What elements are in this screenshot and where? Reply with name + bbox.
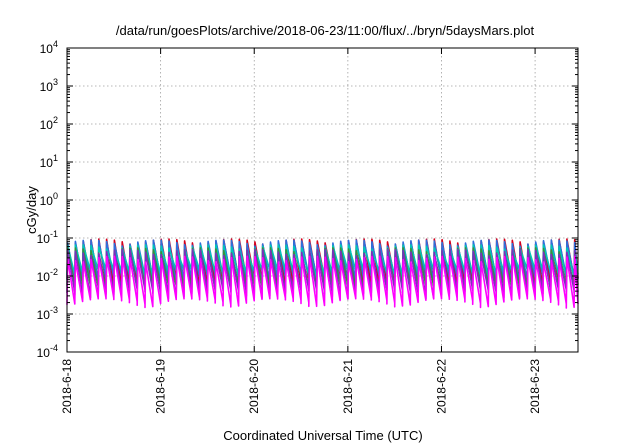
x-tick-label: 2018-6-18 — [60, 359, 74, 414]
y-tick-label: 10-2 — [37, 267, 58, 284]
y-tick-label: 10-3 — [37, 305, 58, 322]
x-tick-label: 2018-6-22 — [434, 359, 448, 414]
series-line-6 — [66, 255, 579, 309]
x-tick-label: 2018-6-23 — [528, 359, 542, 414]
chart-title: /data/run/goesPlots/archive/2018-06-23/1… — [116, 23, 535, 38]
y-tick-label: 104 — [40, 39, 58, 56]
y-axis-label: cGy/day — [24, 186, 39, 234]
x-axis-label: Coordinated Universal Time (UTC) — [223, 428, 422, 443]
series-group — [66, 238, 579, 309]
y-tick-label: 103 — [40, 77, 58, 94]
y-tick-label: 100 — [40, 191, 58, 208]
y-tick-label: 10-4 — [37, 343, 58, 360]
y-tick-label: 101 — [40, 153, 58, 170]
y-tick-label: 102 — [40, 115, 58, 132]
x-tick-label: 2018-6-20 — [247, 359, 261, 414]
y-tick-label: 10-1 — [37, 229, 58, 246]
x-tick-label: 2018-6-19 — [154, 359, 168, 414]
x-tick-label: 2018-6-21 — [341, 359, 355, 414]
axes: 10-4 10-3 10-2 10-1 100 101 102 103 104 2018-6-18… — [37, 39, 578, 414]
